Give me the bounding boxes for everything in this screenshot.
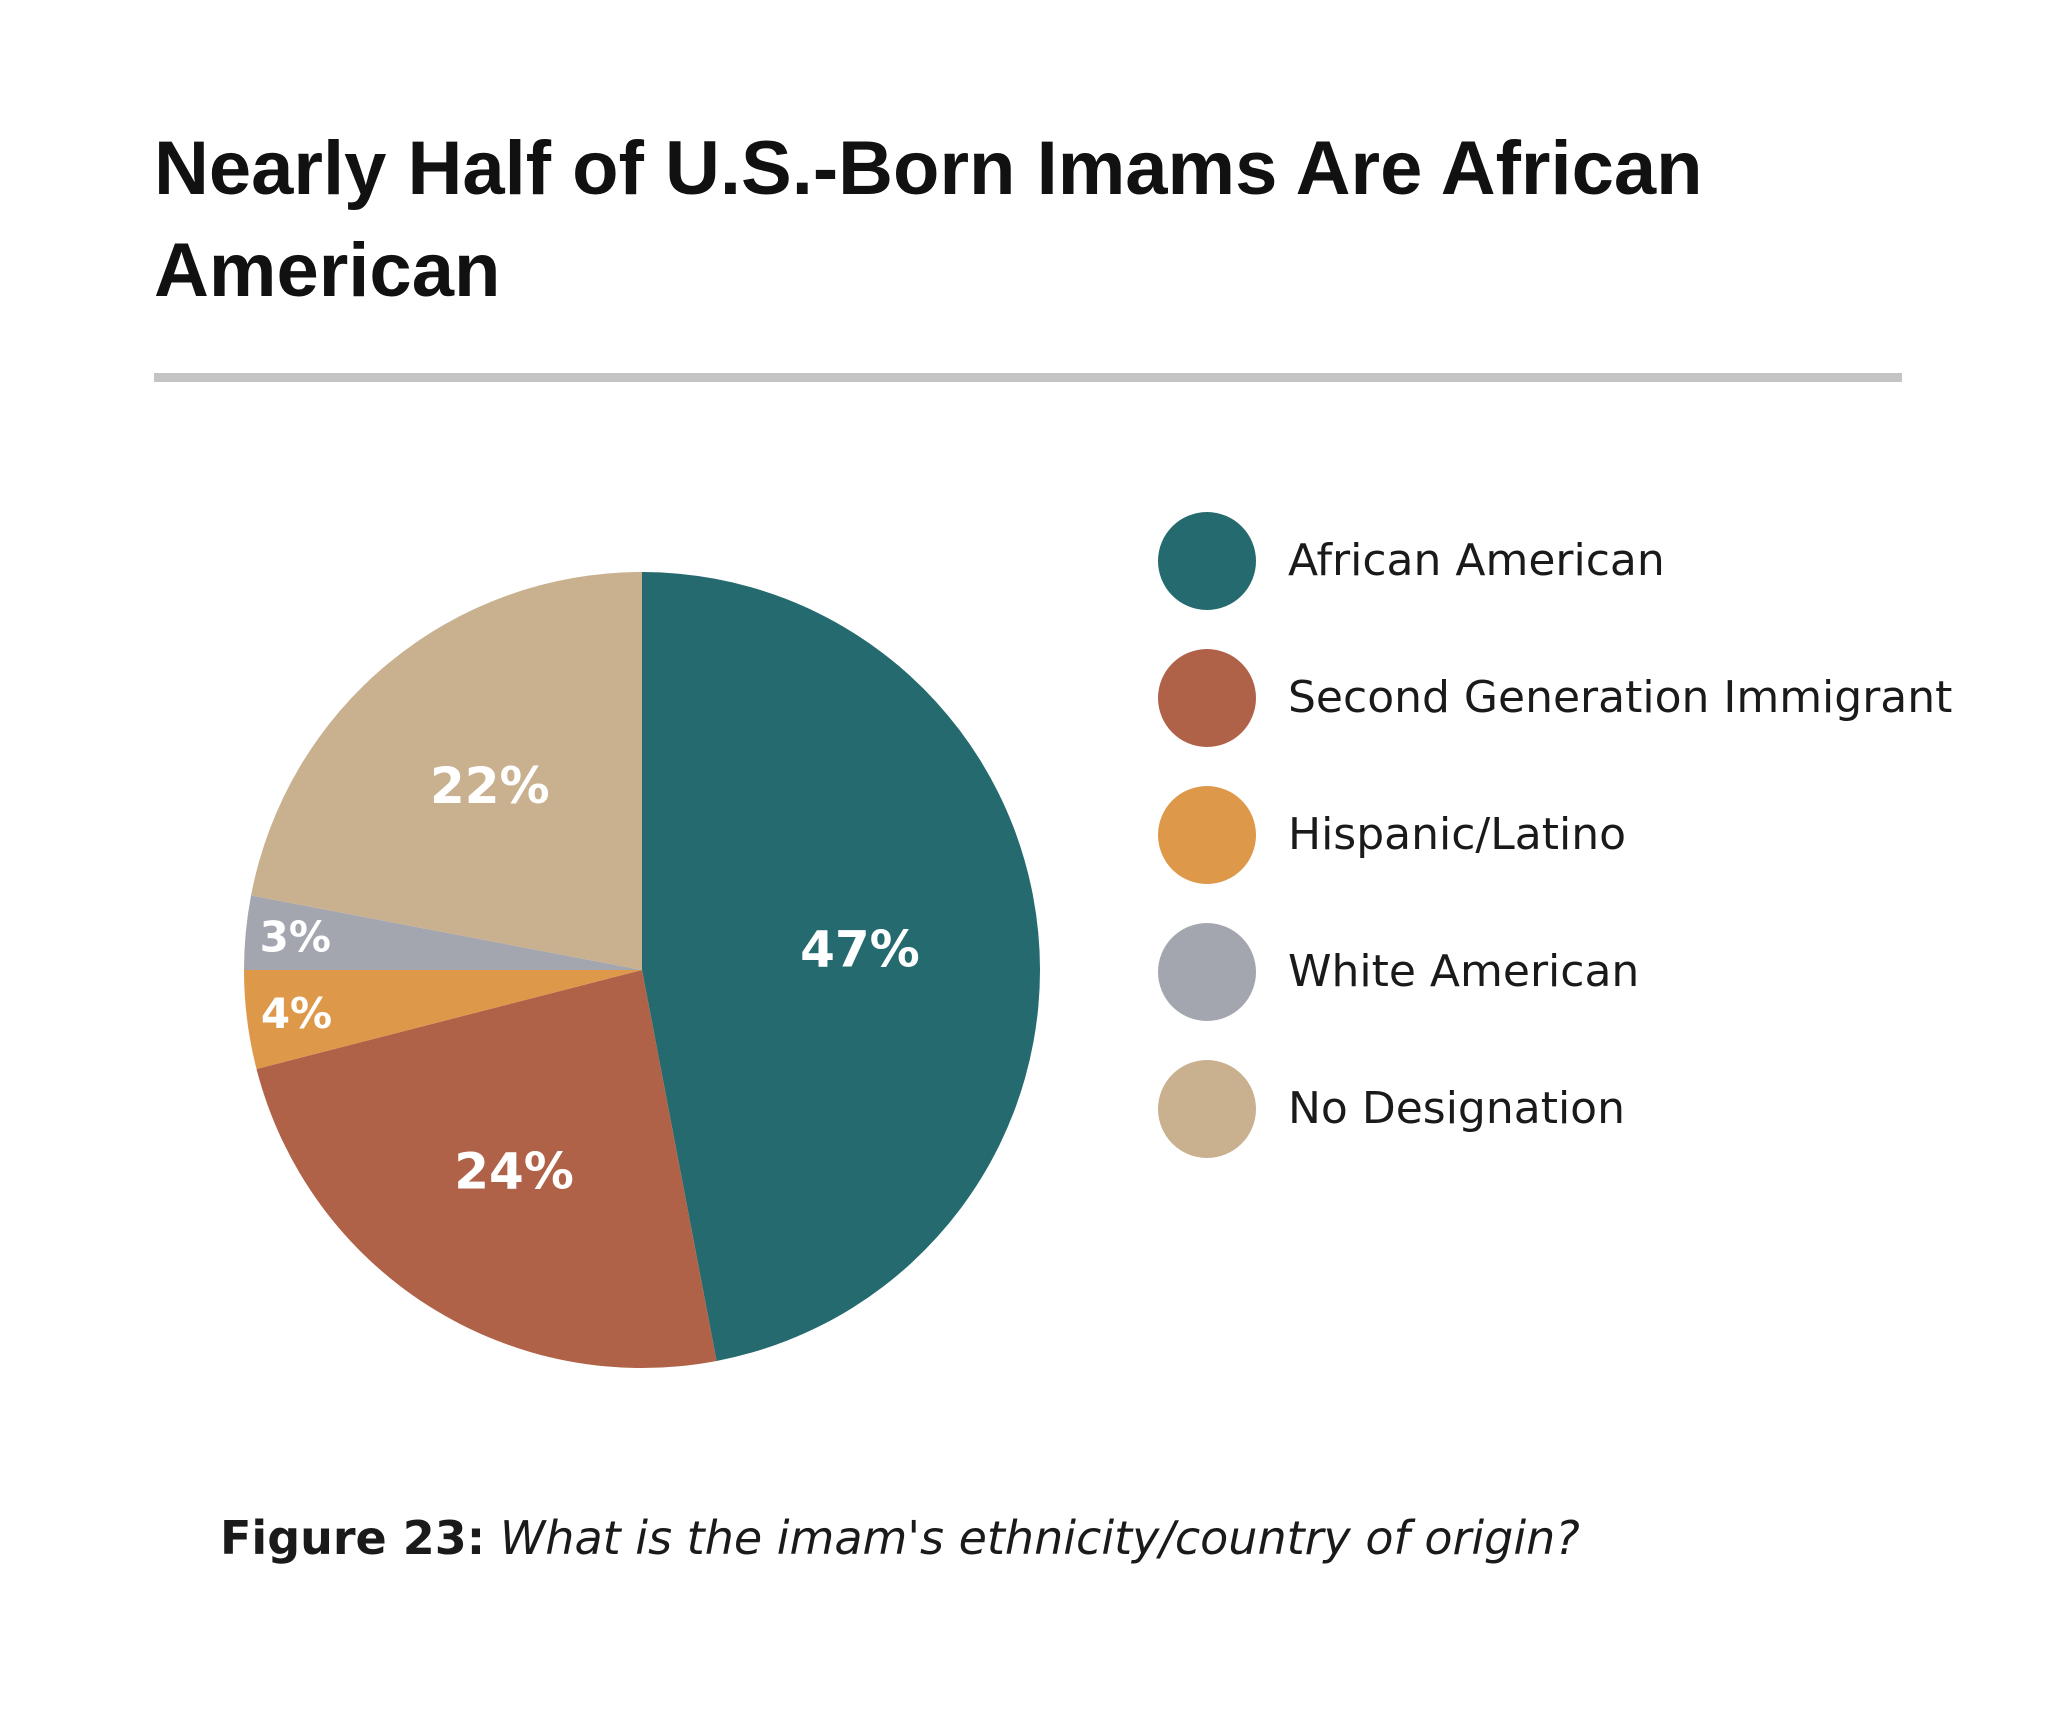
figure-caption-label: Figure 23: xyxy=(220,1511,486,1565)
pie-label-second-generation-immigrant: 24% xyxy=(454,1143,574,1201)
legend-label-second-generation-immigrant: Second Generation Immigrant xyxy=(1288,672,1953,723)
legend-swatch-white-american xyxy=(1158,923,1256,1021)
legend-label-white-american: White American xyxy=(1288,946,1640,997)
figure-caption: Figure 23: What is the imam's ethnicity/… xyxy=(220,1508,1580,1568)
legend-swatch-hispanic-latino xyxy=(1158,786,1256,884)
legend-swatch-second-generation-immigrant xyxy=(1158,649,1256,747)
legend-item-no-designation: No Designation xyxy=(1158,1060,1978,1158)
pie-slice-no-designation xyxy=(251,572,642,970)
legend-item-african-american: African American xyxy=(1158,512,1978,610)
pie-slice-second-generation-immigrant xyxy=(256,970,717,1368)
pie-slice-african-american xyxy=(642,572,1041,1361)
pie-label-african-american: 47% xyxy=(800,920,920,978)
legend-label-african-american: African American xyxy=(1288,535,1665,586)
legend-swatch-no-designation xyxy=(1158,1060,1256,1158)
chart-title: Nearly Half of U.S.-Born Imams Are Afric… xyxy=(154,126,1703,313)
pie-slice-hispanic-latino xyxy=(244,970,642,1069)
title-divider xyxy=(154,373,1902,382)
legend-label-hispanic-latino: Hispanic/Latino xyxy=(1288,809,1627,860)
legend-label-no-designation: No Designation xyxy=(1288,1083,1625,1134)
pie-chart: 47% 24% 4% 3% 22% xyxy=(244,572,1041,1368)
legend-item-hispanic-latino: Hispanic/Latino xyxy=(1158,786,1978,884)
pie-label-white-american: 3% xyxy=(260,913,331,962)
pie-label-no-designation: 22% xyxy=(430,757,550,815)
legend-swatch-african-american xyxy=(1158,512,1256,610)
legend-item-second-generation-immigrant: Second Generation Immigrant xyxy=(1158,649,1978,747)
pie-slice-white-american xyxy=(244,895,642,970)
legend-item-white-american: White American xyxy=(1158,923,1978,1021)
figure-caption-text: What is the imam's ethnicity/country of … xyxy=(499,1511,1580,1565)
pie-label-hispanic-latino: 4% xyxy=(261,989,332,1038)
